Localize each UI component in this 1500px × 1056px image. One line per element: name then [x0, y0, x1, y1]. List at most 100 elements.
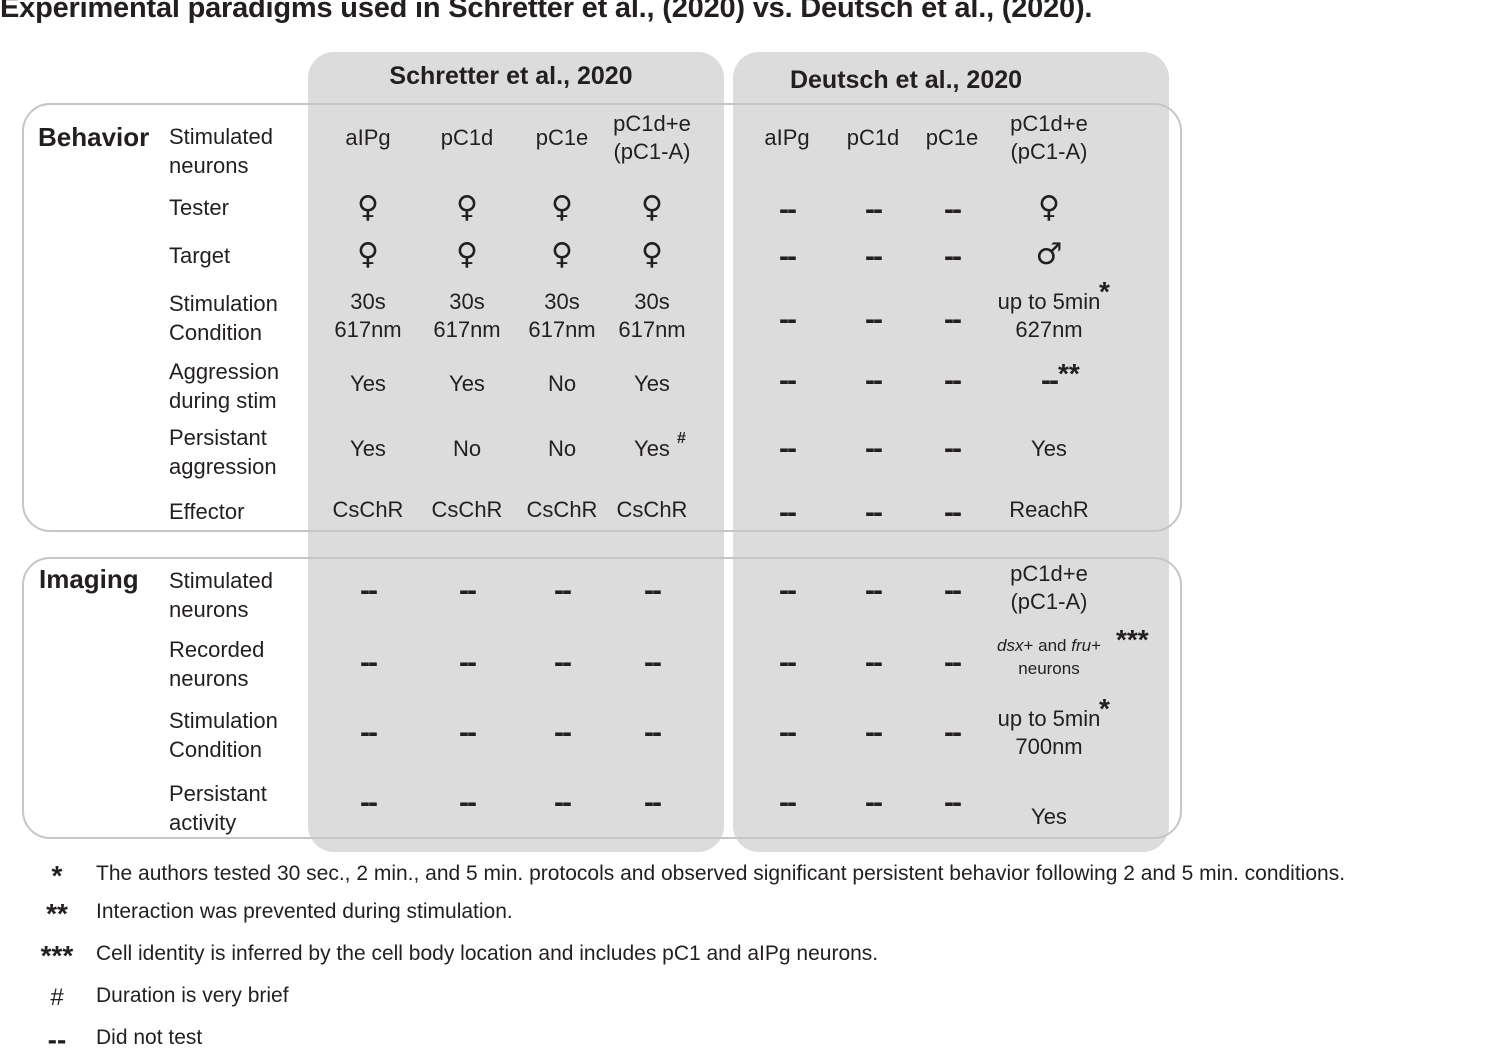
imaging-frame [22, 557, 1182, 839]
row-label-b-aggr: Aggression during stim [169, 357, 279, 415]
table-cell: ♀ [411, 193, 523, 224]
table-cell: -- [312, 648, 424, 679]
table-cell: -- [731, 434, 843, 465]
not-tested-dash: -- [944, 646, 962, 679]
table-cell: 30s 617nm [506, 288, 618, 344]
row-label-line: activity [169, 810, 237, 835]
not-tested-dash: -- [644, 786, 662, 819]
cell-line: (pC1-A) [1010, 589, 1088, 614]
footnote-mark: ** [46, 898, 68, 929]
table-cell: ♀ [506, 193, 618, 224]
not-tested-dash: -- [944, 193, 962, 226]
cell-line: 30s [350, 289, 386, 314]
not-tested-dash: -- [1041, 364, 1059, 397]
column-header: pC1d [411, 124, 523, 152]
not-tested-dash: -- [779, 193, 797, 226]
row-label-i-rec: Recorded neurons [169, 635, 264, 693]
not-tested-dash: -- [944, 240, 962, 273]
cell-line: 627nm [1015, 317, 1083, 342]
not-tested-dash: -- [459, 646, 477, 679]
not-tested-dash: -- [779, 240, 797, 273]
table-cell: CsChR [312, 496, 424, 524]
table-cell: -- [817, 788, 929, 819]
table-cell: -- [896, 576, 1008, 607]
cell-line: dsx+ and fru+ [997, 636, 1101, 655]
cell-line: Yes [449, 371, 485, 396]
not-tested-dash: -- [944, 364, 962, 397]
cell-line: Yes [634, 436, 670, 461]
not-tested-dash: -- [865, 716, 883, 749]
cell-line: Yes [1031, 436, 1067, 461]
row-label-line: Recorded [169, 637, 265, 662]
row-label-line: Tester [169, 195, 229, 220]
not-tested-dash: -- [644, 646, 662, 679]
table-cell: Yes [993, 803, 1105, 831]
not-tested-dash: -- [944, 432, 962, 465]
table-cell: -- [411, 788, 523, 819]
behavior-section-title: Behavior [38, 122, 150, 152]
female-symbol: ♀ [357, 237, 379, 272]
not-tested-dash: -- [779, 364, 797, 397]
table-cell: -- [817, 576, 929, 607]
not-tested-dash: -- [779, 303, 797, 336]
row-label-line: neurons [169, 597, 249, 622]
footnote-text: Did not test [96, 1026, 203, 1049]
table-cell: -- [817, 305, 929, 336]
footnote-mark: # [50, 984, 64, 1011]
table-cell: -- [817, 366, 929, 397]
female-symbol: ♀ [551, 237, 573, 272]
row-label-line: neurons [169, 666, 249, 691]
schretter-panel [308, 52, 724, 852]
table-cell: CsChR [411, 496, 523, 524]
table-cell: No [506, 435, 618, 463]
table-cell: Yes [312, 435, 424, 463]
not-tested-dash: -- [644, 574, 662, 607]
not-tested-dash: -- [865, 786, 883, 819]
footnote-marker: * [1099, 693, 1110, 724]
table-cell: -- [506, 576, 618, 607]
table-cell: 30s 617nm [411, 288, 523, 344]
table-cell: -- [731, 366, 843, 397]
footnote-marker: # [677, 430, 686, 447]
column-header: pC1e [506, 124, 618, 152]
row-label-i-cond: Stimulation Condition [169, 706, 278, 764]
table-cell: -- [817, 718, 929, 749]
row-label-line: neurons [169, 153, 249, 178]
row-label-b-target: Target [169, 241, 230, 270]
not-tested-dash: -- [865, 303, 883, 336]
row-label-line: Stimulated [169, 124, 273, 149]
not-tested-dash: -- [944, 716, 962, 749]
row-label-line: Condition [169, 320, 262, 345]
table-cell: -- [896, 242, 1008, 273]
column-header: pC1d+e (pC1-A) [596, 110, 708, 166]
cell-line: neurons [1018, 659, 1080, 678]
cell-line: 617nm [334, 317, 402, 342]
not-tested-dash: -- [865, 496, 883, 529]
table-cell: ReachR [993, 496, 1105, 524]
table-cell: -- [596, 648, 708, 679]
female-symbol: ♀ [456, 237, 478, 272]
table-cell: -- [506, 788, 618, 819]
female-symbol: ♀ [641, 190, 663, 225]
cell-line: 700nm [1015, 734, 1083, 759]
table-cell: -- [411, 648, 523, 679]
table-cell: -- [731, 195, 843, 226]
footnote-mark: * [51, 860, 63, 891]
table-cell: -- [731, 576, 843, 607]
not-tested-dash: -- [459, 786, 477, 819]
schretter-heading: Schretter et al., 2020 [389, 62, 633, 90]
not-tested-dash: -- [779, 646, 797, 679]
table-cell: -- [731, 718, 843, 749]
table-cell: -- [817, 434, 929, 465]
table-cell: ♂ [993, 240, 1105, 271]
female-symbol: ♀ [1038, 190, 1060, 225]
column-header: pC1e [896, 124, 1008, 152]
not-tested-dash: -- [865, 240, 883, 273]
row-label-line: Persistant [169, 425, 267, 450]
not-tested-dash: -- [459, 716, 477, 749]
cell-line: (pC1-A) [613, 139, 691, 164]
cell-line: CsChR [526, 497, 598, 522]
cell-line: Yes [350, 371, 386, 396]
table-cell: ♀ [506, 240, 618, 271]
table-cell: -- [896, 434, 1008, 465]
